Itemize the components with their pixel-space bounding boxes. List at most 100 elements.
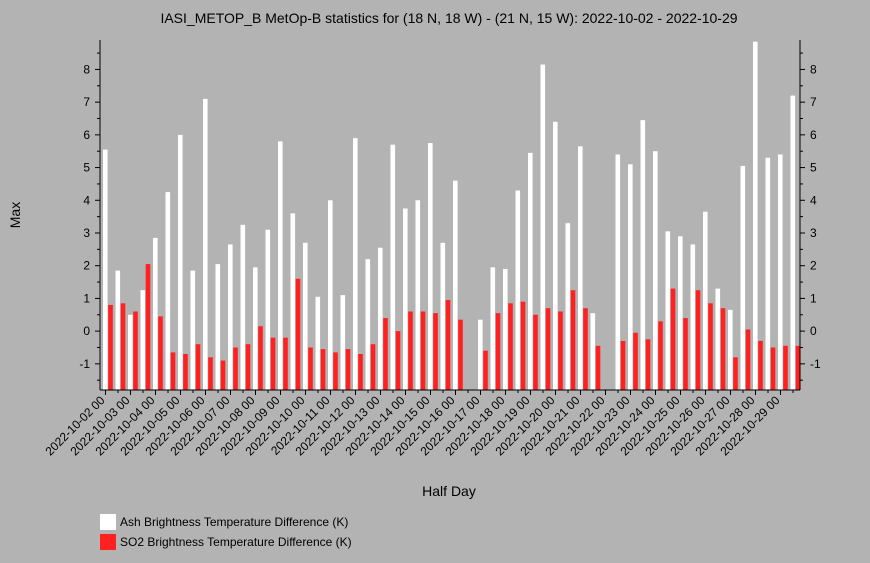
so2-bar-49	[720, 308, 726, 390]
y-tick-label-left: 1	[83, 291, 90, 305]
so2-bar-1	[120, 303, 126, 390]
legend: Ash Brightness Temperature Difference (K…	[100, 512, 352, 552]
ash-bar-17	[315, 296, 321, 390]
ash-bar-52	[753, 41, 758, 390]
y-tick-label-right: 8	[810, 62, 817, 76]
so2-bar-32	[508, 303, 513, 390]
y-tick-label-left: -1	[79, 357, 90, 371]
legend-swatch-so2	[100, 534, 116, 550]
ash-bar-2	[128, 314, 133, 390]
so2-bar-10	[233, 347, 238, 390]
ash-bar-34	[528, 152, 533, 390]
so2-bar-51	[745, 329, 751, 390]
ash-bar-7	[190, 270, 196, 390]
y-tick-label-left: 7	[83, 95, 90, 109]
y-tick-label-left: 8	[83, 62, 90, 76]
y-tick-label-right: 6	[810, 128, 817, 142]
so2-bar-17	[320, 349, 326, 390]
so2-bar-39	[595, 345, 601, 390]
y-tick-label-right: 0	[810, 324, 817, 338]
ash-bar-9	[215, 264, 221, 390]
y-tick-label-left: 3	[83, 226, 90, 240]
x-axis-label: Half Day	[422, 483, 476, 499]
ash-bar-53	[765, 157, 771, 390]
ash-bar-41	[615, 154, 621, 390]
so2-bar-44	[658, 321, 663, 390]
so2-bar-33	[520, 301, 526, 390]
y-tick-label-left: 5	[83, 161, 90, 175]
ash-bar-32	[503, 268, 508, 390]
ash-bar-44	[653, 151, 658, 390]
so2-bar-22	[383, 318, 388, 390]
so2-bar-18	[333, 352, 338, 390]
so2-bar-0	[108, 304, 113, 390]
ash-bar-21	[365, 259, 371, 390]
y-tick-label-right: 7	[810, 95, 817, 109]
ash-bar-45	[665, 231, 671, 390]
so2-bar-12	[258, 326, 263, 390]
ash-bar-42	[628, 164, 633, 390]
ash-bar-26	[428, 143, 433, 390]
ash-bar-51	[740, 165, 746, 390]
ash-bar-35	[540, 64, 546, 390]
ash-bar-8	[203, 98, 208, 390]
ash-bar-12	[253, 267, 258, 390]
ash-bar-15	[290, 213, 296, 390]
y-tick-label-right: 1	[810, 291, 817, 305]
ash-bar-36	[553, 121, 558, 390]
so2-bar-11	[245, 344, 251, 390]
so2-bar-9	[220, 360, 226, 390]
so2-bar-4	[158, 316, 163, 390]
ash-bar-31	[490, 267, 496, 390]
so2-bar-23	[395, 331, 401, 390]
so2-bar-13	[270, 337, 276, 390]
ash-bar-16	[303, 242, 308, 390]
so2-bar-7	[195, 344, 201, 390]
so2-bar-42	[633, 332, 638, 390]
legend-label-ash: Ash Brightness Temperature Difference (K…	[120, 515, 349, 529]
ash-bar-50	[728, 309, 733, 390]
y-tick-label-right: 2	[810, 259, 817, 273]
so2-bar-36	[558, 311, 563, 390]
so2-bar-5	[170, 352, 176, 390]
so2-bar-53	[770, 347, 776, 390]
so2-bar-14	[283, 337, 288, 390]
ash-bar-47	[690, 244, 696, 390]
so2-bar-37	[570, 290, 576, 390]
so2-bar-46	[683, 318, 688, 390]
ash-bar-55	[790, 95, 796, 391]
so2-bar-24	[408, 311, 413, 390]
so2-bar-19	[345, 349, 351, 390]
y-tick-label-left: 2	[83, 259, 90, 273]
ash-bar-3	[140, 290, 146, 390]
legend-swatch-ash	[100, 514, 116, 530]
ash-bar-5	[165, 192, 171, 390]
ash-bar-6	[178, 134, 183, 390]
so2-bar-47	[695, 290, 701, 390]
ash-bar-33	[515, 190, 521, 390]
ash-bar-54	[778, 154, 783, 390]
y-tick-label-right: 4	[810, 193, 817, 207]
y-tick-label-left: 6	[83, 128, 90, 142]
so2-bar-54	[783, 345, 788, 390]
ash-bar-48	[703, 211, 708, 390]
ash-bar-10	[228, 244, 233, 390]
ash-bar-38	[578, 146, 583, 390]
ash-bar-43	[640, 120, 646, 390]
so2-bar-35	[545, 308, 551, 390]
y-tick-label-right: -1	[810, 357, 821, 371]
bars-group	[103, 41, 801, 391]
chart-title: IASI_METOP_B MetOp-B statistics for (18 …	[160, 10, 737, 26]
ash-bar-18	[328, 200, 333, 390]
y-axis-label: Max	[7, 202, 23, 228]
so2-bar-48	[708, 303, 713, 390]
so2-bar-31	[495, 313, 501, 390]
so2-bar-3	[145, 264, 151, 390]
ash-bar-49	[715, 288, 721, 390]
ash-bar-4	[153, 237, 158, 390]
ash-bar-20	[353, 138, 358, 390]
so2-bar-16	[308, 347, 313, 390]
ash-bar-28	[453, 180, 458, 390]
y-tick-label-left: 0	[83, 324, 90, 338]
